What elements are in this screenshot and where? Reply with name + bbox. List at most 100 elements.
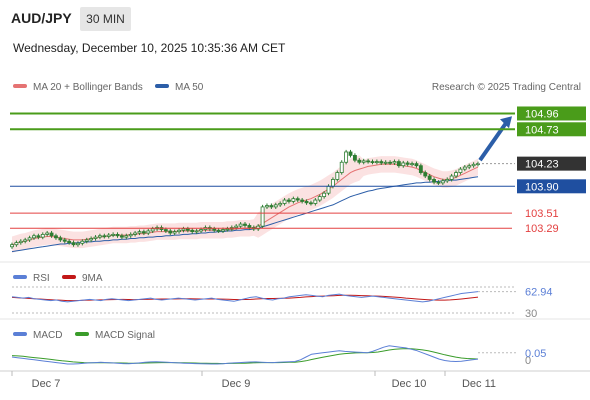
candle-body: [93, 236, 98, 239]
candle-body: [234, 225, 239, 228]
candle-body: [265, 205, 269, 208]
candle-body: [102, 235, 107, 238]
candle-body: [163, 229, 168, 232]
candle-body: [221, 229, 225, 232]
macd-legend-swatch: [13, 332, 27, 336]
candle-body: [273, 204, 278, 208]
candle-body: [181, 228, 186, 231]
rsi-tick-label: 62.94: [525, 287, 553, 299]
candle-body: [124, 235, 129, 238]
candle-body: [212, 228, 217, 231]
rsi-ma-legend-swatch: [62, 275, 76, 279]
candle-body: [150, 228, 155, 232]
candle-body: [256, 225, 261, 230]
candle-body: [352, 154, 357, 161]
macd-signal-legend-label: MACD Signal: [95, 330, 155, 341]
candle-body: [309, 202, 313, 205]
candle-body: [467, 165, 472, 168]
candle-body: [260, 206, 265, 227]
candle-body: [128, 233, 133, 237]
macd-tick-label: 0: [525, 355, 531, 367]
candle-body: [216, 229, 221, 232]
x-axis: Dec 7 Dec 9 Dec 10 Dec 11: [11, 371, 496, 390]
candle-body: [137, 231, 142, 234]
candle-body: [111, 233, 116, 236]
candle-body: [401, 162, 406, 167]
copyright-text: Research © 2025 Trading Central: [432, 82, 581, 93]
candle-body: [335, 172, 340, 180]
candle-body: [133, 232, 138, 235]
candle-body: [62, 239, 67, 242]
level-tag-bg-104.96: [517, 106, 586, 121]
candle-body: [304, 201, 309, 204]
macd-panel: 00.05: [11, 345, 546, 367]
candle-body: [10, 244, 14, 248]
candle-body: [27, 237, 32, 241]
candle-body: [379, 161, 384, 164]
level-label-103.90: 103.90: [525, 181, 559, 193]
candle-body: [115, 233, 120, 237]
candle-body: [40, 233, 45, 238]
candle-body: [194, 230, 199, 233]
candle-body: [357, 159, 362, 163]
candle-body: [344, 151, 349, 163]
candle-body: [405, 162, 410, 165]
candle-body: [414, 163, 419, 167]
candle-body: [432, 179, 436, 183]
chart-datetime: Wednesday, December 10, 2025 10:35:36 AM…: [13, 41, 286, 55]
timeframe-badge[interactable]: 30 MIN: [80, 7, 131, 31]
x-tick-label: Dec 11: [462, 378, 496, 390]
candle-body: [199, 229, 203, 232]
candle-body: [269, 205, 274, 208]
candle-body: [331, 179, 335, 187]
rsi-ma-legend-label: 9MA: [82, 273, 103, 284]
candle-body: [339, 161, 344, 173]
candle-body: [76, 242, 80, 246]
rsi-line: [11, 291, 479, 303]
candle-body: [185, 228, 190, 231]
candle-body: [84, 239, 89, 242]
x-tick-label: Dec 10: [392, 378, 427, 390]
candle-body: [418, 165, 423, 173]
ma20-legend-label: MA 20 + Bollinger Bands: [33, 82, 143, 93]
candle-body: [348, 151, 353, 156]
candle-body: [287, 199, 291, 202]
candle-body: [471, 163, 476, 167]
candle-body: [89, 238, 94, 241]
candle-body: [190, 229, 195, 233]
candle-body: [58, 237, 63, 241]
candle-body: [388, 161, 392, 164]
ma50-legend-swatch: [155, 84, 169, 88]
candle-body: [326, 185, 331, 194]
candle-body: [392, 161, 397, 164]
candle-body: [106, 234, 111, 237]
macd-signal-line: [11, 348, 479, 365]
candle-body: [291, 198, 296, 202]
rsi-tick-label: 30: [525, 308, 537, 320]
candle-body: [366, 160, 371, 163]
target-arrow-shaft: [478, 119, 510, 162]
candle-body: [295, 198, 300, 201]
candle-body: [374, 161, 379, 163]
candle-body: [423, 172, 428, 177]
candle-body: [225, 228, 230, 231]
candle-body: [238, 223, 243, 227]
candle-body: [98, 235, 102, 238]
level-label-104.73: 104.73: [525, 124, 559, 136]
candle-body: [247, 225, 252, 228]
candle-body: [119, 235, 124, 238]
candle-body: [71, 242, 76, 246]
candle-body: [282, 199, 287, 204]
macd-legend-label: MACD: [33, 330, 62, 341]
main-plot-area: [10, 116, 512, 253]
price-levels: 104.96 104.73 103.90 103.51 103.29 104.23: [10, 106, 586, 235]
candle-body: [45, 232, 50, 235]
level-tag-bg-103.90: [517, 179, 586, 194]
x-tick-label: Dec 7: [32, 378, 61, 390]
candle-body: [449, 175, 454, 180]
candle-body: [36, 235, 41, 238]
last-price-tag-bg: [517, 156, 586, 171]
candle-body: [54, 235, 58, 239]
rsi-legend-swatch: [13, 275, 27, 279]
macd-tick-label: 0.05: [525, 348, 546, 360]
